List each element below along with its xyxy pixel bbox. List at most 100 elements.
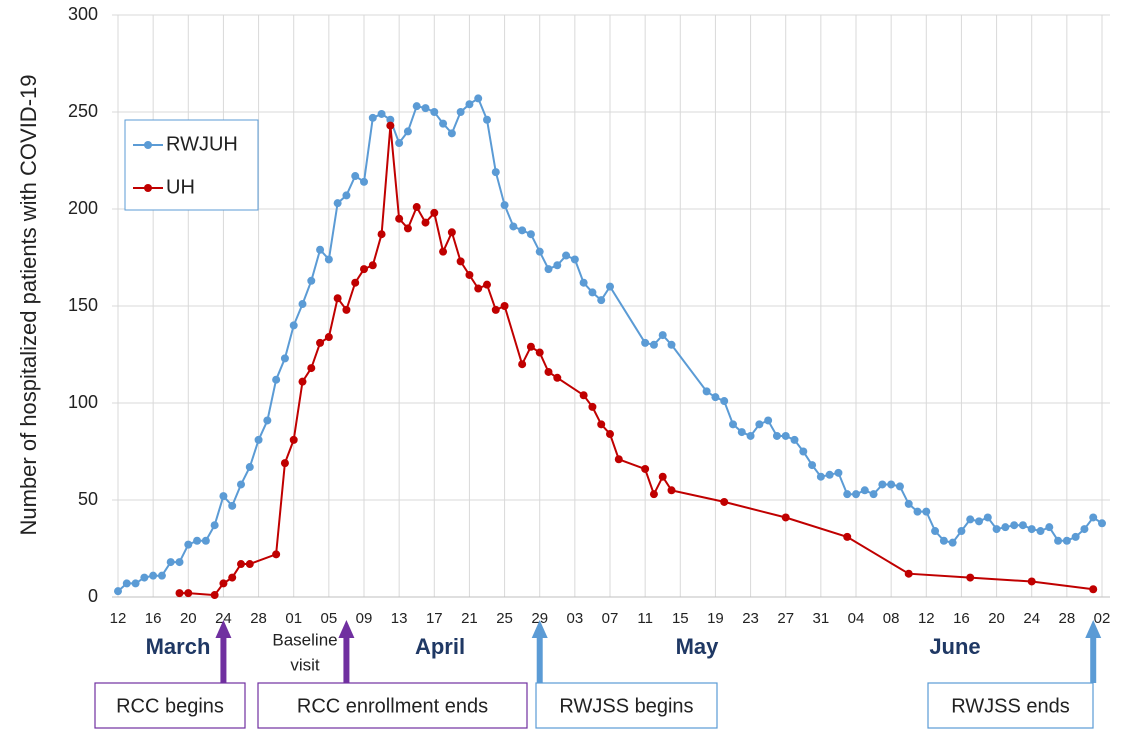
data-point: [720, 497, 729, 506]
y-axis-title: Number of hospitalized patients with COV…: [16, 75, 41, 536]
data-point: [122, 579, 131, 588]
series-line: [179, 125, 1094, 597]
data-point: [342, 191, 351, 200]
data-point: [764, 416, 773, 425]
data-point: [289, 435, 298, 444]
data-point: [237, 480, 245, 489]
data-point: [1001, 523, 1010, 532]
data-point: [860, 486, 869, 495]
data-point: [588, 402, 597, 411]
data-point: [254, 435, 263, 444]
data-point: [316, 338, 325, 347]
x-tick-label: 25: [496, 610, 513, 627]
data-point: [483, 115, 491, 124]
data-point: [641, 338, 650, 347]
data-point: [166, 558, 175, 567]
event-box: [927, 682, 1094, 729]
data-point: [500, 201, 509, 210]
data-point: [526, 230, 535, 239]
legend-box: [124, 119, 259, 211]
data-point: [966, 573, 975, 582]
data-point: [711, 393, 720, 402]
data-point: [597, 296, 606, 305]
data-point: [825, 470, 834, 479]
data-point: [333, 294, 342, 303]
x-tick-label: 28: [250, 610, 267, 627]
data-point: [210, 521, 219, 530]
data-point: [588, 288, 597, 297]
data-point: [491, 305, 500, 314]
data-point: [245, 463, 254, 472]
data-point: [201, 536, 210, 545]
y-tick-label: 250: [68, 101, 98, 121]
month-label: June: [929, 634, 980, 659]
data-point: [904, 499, 913, 508]
data-point: [790, 435, 799, 444]
data-point: [878, 480, 887, 489]
x-tick-label: 17: [426, 610, 443, 627]
event-arrowhead: [215, 620, 232, 638]
data-point: [843, 532, 852, 541]
x-tick-label: 24: [1023, 610, 1040, 627]
x-tick-label: 01: [285, 610, 302, 627]
data-point: [351, 172, 360, 181]
data-point: [491, 168, 500, 177]
y-tick-label: 100: [68, 392, 98, 412]
data-point: [922, 507, 931, 516]
data-point: [219, 579, 228, 588]
data-point: [184, 540, 193, 549]
y-tick-label: 50: [78, 489, 98, 509]
data-point: [1027, 525, 1036, 534]
x-tick-label: 09: [356, 610, 373, 627]
data-point: [210, 591, 219, 600]
baseline-note: visit: [290, 655, 320, 674]
data-point: [403, 224, 412, 233]
data-point: [702, 387, 711, 396]
data-point: [421, 104, 430, 113]
event-box: [535, 682, 718, 729]
data-point: [1071, 532, 1080, 541]
data-point: [649, 340, 658, 349]
data-point: [966, 515, 975, 524]
data-point: [307, 276, 316, 285]
data-point: [289, 321, 298, 330]
data-point: [781, 513, 790, 522]
data-point: [193, 536, 202, 545]
event-label: RWJSS ends: [951, 695, 1070, 717]
event-arrowhead: [338, 620, 355, 638]
data-point: [904, 569, 913, 578]
x-tick-label: 16: [145, 610, 162, 627]
x-tick-label: 05: [321, 610, 338, 627]
data-point: [1036, 527, 1045, 536]
data-point: [544, 367, 553, 376]
data-point: [465, 100, 474, 109]
data-point: [755, 420, 764, 429]
data-point: [614, 455, 623, 464]
x-tick-label: 29: [531, 610, 548, 627]
data-point: [975, 517, 983, 526]
data-point: [808, 461, 817, 470]
event-box: [94, 682, 246, 729]
x-tick-label: 02: [1094, 610, 1111, 627]
data-point: [852, 490, 860, 499]
data-point: [157, 571, 166, 580]
data-point: [562, 251, 571, 260]
x-tick-label: 11: [637, 610, 653, 627]
data-point: [658, 472, 667, 481]
data-point: [518, 360, 527, 369]
x-tick-label: 24: [215, 610, 232, 627]
data-point: [799, 447, 808, 456]
data-point: [149, 571, 158, 580]
data-point: [729, 420, 737, 429]
data-point: [1010, 521, 1019, 530]
data-point: [228, 573, 237, 582]
data-point: [456, 108, 465, 116]
data-point: [641, 464, 650, 473]
data-point: [887, 480, 896, 489]
data-point: [377, 230, 386, 239]
data-point: [263, 416, 272, 425]
data-point: [245, 560, 254, 569]
data-point: [447, 129, 456, 138]
data-point: [1089, 585, 1098, 594]
data-point: [570, 255, 579, 264]
